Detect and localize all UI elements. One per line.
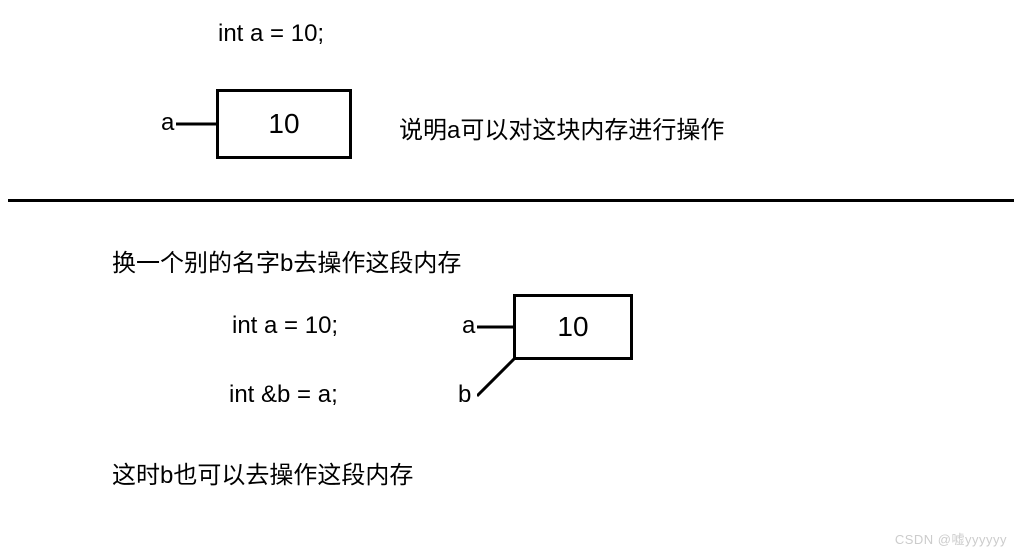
conclusion-2: 这时b也可以去操作这段内存 [112,455,413,490]
var-label-b-2: b [458,381,471,409]
var-label-a-1: a [161,109,174,137]
explanation-1: 说明a可以对这块内存进行操作 [399,110,724,145]
heading-2: 换一个别的名字b去操作这段内存 [112,243,461,278]
memory-box-2-value: 10 [557,311,588,343]
connector-a-2 [477,325,515,329]
code-line-1: int a = 10; [218,20,324,48]
memory-box-1: 10 [216,89,352,159]
memory-box-2: 10 [513,294,633,360]
var-label-a-2: a [462,312,475,340]
code-line-2a: int a = 10; [232,312,338,340]
connector-b-2 [477,356,517,398]
code-line-2b: int &b = a; [229,381,338,409]
connector-a-1 [176,122,218,126]
memory-box-1-value: 10 [268,108,299,140]
section-divider [8,199,1014,202]
watermark: CSDN @嘘yyyyyy [895,529,1007,548]
